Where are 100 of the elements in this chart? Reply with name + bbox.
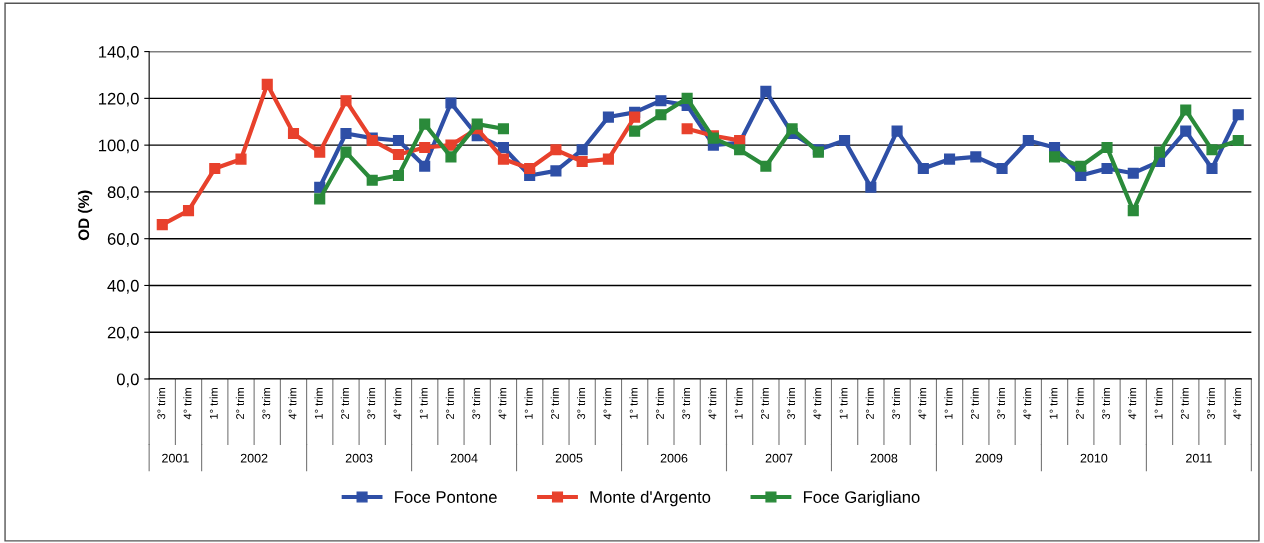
- text: 2006: [660, 453, 688, 463]
- y-tick-label: 100,0: [99, 139, 139, 154]
- point: [550, 165, 562, 177]
- point: [1232, 134, 1244, 147]
- point: [1022, 134, 1034, 147]
- point: [419, 141, 431, 154]
- point: [497, 153, 509, 165]
- point: [1206, 144, 1218, 156]
- x-tick-label: 4° trim: [1023, 388, 1032, 420]
- y-tick-label: 140,0: [99, 45, 139, 60]
- point: [419, 160, 431, 172]
- y-tick-label: 120,0: [99, 92, 139, 107]
- point: [839, 134, 851, 147]
- x-tick-label: 4° trim: [708, 388, 717, 420]
- point: [760, 85, 772, 97]
- text: 2007: [765, 453, 793, 463]
- x-tick-label: 4° trim: [498, 388, 507, 420]
- point: [681, 123, 693, 135]
- legend-label: Foce Garigliano: [803, 490, 920, 507]
- point: [445, 151, 457, 163]
- x-tick-label: 4° trim: [1233, 388, 1242, 420]
- text: 2001: [162, 453, 189, 463]
- x-tick-label: 3° trim: [786, 388, 796, 420]
- point: [392, 148, 405, 161]
- point: [392, 169, 405, 182]
- x-tick-label: 2° trim: [340, 388, 349, 420]
- x-tick-label: 3° trim: [1101, 388, 1111, 420]
- x-tick-label: 2° trim: [865, 388, 874, 420]
- point: [550, 144, 562, 156]
- x-tick-label: 2° trim: [550, 388, 559, 420]
- point: [182, 205, 195, 217]
- x-tick-label: 4° trim: [603, 388, 612, 420]
- text: 2005: [555, 453, 583, 463]
- point: [340, 127, 352, 139]
- point: [445, 97, 457, 109]
- point: [576, 144, 588, 156]
- x-tick-label: 2° trim: [235, 388, 244, 420]
- x-tick-label: 3° trim: [576, 388, 586, 420]
- x-tick-label: 4° trim: [1128, 388, 1137, 420]
- point: [156, 219, 168, 231]
- x-tick-label: 1° trim: [629, 388, 638, 419]
- point: [1127, 167, 1139, 179]
- legend-label: Foce Pontone: [395, 491, 497, 503]
- x-tick-label: 2° trim: [1075, 388, 1084, 420]
- x-tick-label: 3° trim: [996, 388, 1006, 420]
- x-tick-label: 4° trim: [918, 388, 927, 420]
- x-tick-label: 2° trim: [1180, 388, 1189, 420]
- point: [471, 118, 483, 130]
- x-tick-label: 2° trim: [445, 388, 454, 420]
- text: 2010: [1080, 453, 1108, 463]
- x-tick-label: 1° trim: [1049, 388, 1058, 419]
- x-tick-label: 4° trim: [393, 388, 402, 420]
- point: [261, 78, 273, 90]
- x-tick-label: 3° trim: [367, 388, 376, 420]
- point: [235, 153, 247, 165]
- point: [655, 95, 667, 107]
- point: [497, 141, 509, 154]
- x-tick-label: 3° trim: [262, 388, 271, 420]
- x-tick-label: 1° trim: [524, 388, 533, 419]
- text: 2003: [345, 453, 373, 463]
- point: [865, 181, 877, 193]
- x-tick-label: 3° trim: [891, 388, 901, 420]
- point: [497, 123, 509, 135]
- x-tick-label: 3° trim: [157, 388, 166, 420]
- y-tick-label: 20,0: [107, 326, 139, 341]
- legend-label: Monte d'Argento: [590, 490, 711, 507]
- x-tick-label: 4° trim: [183, 388, 192, 420]
- x-tick-label: 3° trim: [1206, 388, 1215, 420]
- point: [340, 95, 352, 107]
- y-tick-label: 60,0: [107, 233, 139, 247]
- x-tick-label: 1° trim: [944, 388, 953, 419]
- point: [1127, 205, 1139, 217]
- point: [917, 162, 929, 175]
- point: [419, 118, 431, 130]
- text: 2002: [240, 453, 268, 463]
- text: 2008: [870, 453, 898, 463]
- x-tick-label: 1° trim: [419, 388, 428, 419]
- x-tick-label: 1° trim: [734, 388, 743, 419]
- point: [576, 155, 588, 168]
- point: [1101, 162, 1113, 175]
- point: [1232, 109, 1244, 121]
- text: 2011: [1186, 453, 1212, 463]
- point: [287, 127, 300, 139]
- point: [340, 146, 352, 158]
- x-tick-label: 4° trim: [288, 388, 297, 420]
- point: [996, 162, 1008, 175]
- x-tick-label: 2° trim: [970, 388, 979, 420]
- point: [681, 92, 693, 104]
- point: [734, 144, 746, 156]
- x-tick-label: 1° trim: [839, 388, 848, 419]
- point: [1153, 146, 1166, 158]
- point: [655, 109, 667, 121]
- point: [1048, 151, 1061, 163]
- x-tick-label: 4° trim: [813, 388, 822, 420]
- point: [314, 193, 326, 205]
- point: [524, 162, 536, 175]
- point: [1075, 160, 1087, 172]
- x-tick-label: 1° trim: [209, 388, 218, 419]
- x-tick-label: 3° trim: [472, 388, 481, 420]
- x-tick-label: 2° trim: [655, 388, 664, 420]
